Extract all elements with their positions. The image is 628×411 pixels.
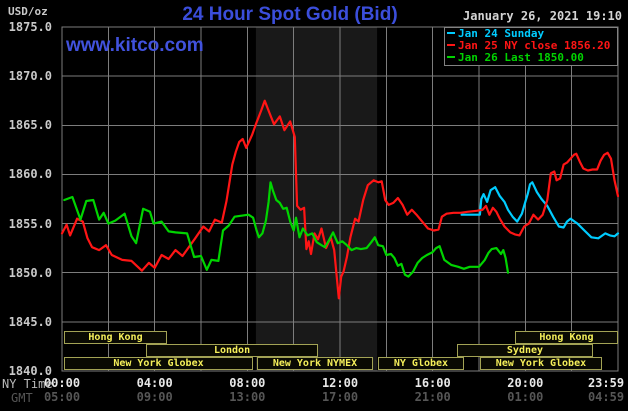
ny-time-axis-label: NY Time xyxy=(2,377,53,391)
chart-datetime: January 26, 2021 19:10 xyxy=(463,9,622,23)
session-box-ny-globex: NY Globex xyxy=(377,357,464,370)
legend-label: Jan 25 NY close 1856.20 xyxy=(458,39,611,52)
legend-item-jan24: Jan 24 Sunday xyxy=(447,28,617,40)
x-axis-ny-time-label: 20:00 xyxy=(507,376,544,390)
y-axis-tick-label: 1850.0 xyxy=(8,265,52,280)
x-axis-ny-time-label: 16:00 xyxy=(414,376,451,390)
series-line-jan25 xyxy=(60,99,620,300)
legend-line-swatch-cyan xyxy=(447,32,455,34)
y-axis-tick-label: 1865.0 xyxy=(8,118,52,133)
legend-label: Jan 26 Last 1850.00 xyxy=(458,51,584,64)
page-title: 24 Hour Spot Gold (Bid) xyxy=(182,4,398,25)
y-axis-tick-label: 1875.0 xyxy=(8,20,52,34)
y-axis-tick-label: 1855.0 xyxy=(8,216,52,231)
legend-line-swatch-green xyxy=(447,56,455,58)
x-axis-gmt-label: 09:00 xyxy=(136,390,173,404)
y-axis-tick-label: 1845.0 xyxy=(8,314,52,329)
session-box-london: London xyxy=(146,344,318,357)
x-axis-gmt-label: 17:00 xyxy=(321,390,359,404)
x-axis-ny-time-label: 00:00 xyxy=(43,376,81,390)
session-box-hong-kong: Hong Kong xyxy=(64,331,167,344)
session-box-new-york-globex: New York Globex xyxy=(64,357,253,370)
legend-item-jan25: Jan 25 NY close 1856.20 xyxy=(447,40,617,52)
plot-border xyxy=(61,26,619,372)
kitco-watermark-link[interactable]: www.kitco.com xyxy=(66,35,204,56)
y-axis-tick-label: 1840.0 xyxy=(8,364,52,378)
x-axis-gmt-label: 05:00 xyxy=(43,390,81,404)
gmt-axis-label: GMT xyxy=(11,391,33,405)
x-axis-ny-time-label: 04:00 xyxy=(136,376,173,390)
legend-label: Jan 24 Sunday xyxy=(458,27,545,40)
session-box-hong-kong: Hong Kong xyxy=(514,331,618,344)
session-box-new-york-nymex: New York NYMEX xyxy=(257,357,373,370)
y-axis-tick-label: 1870.0 xyxy=(8,69,52,84)
x-axis-ny-time-label: 23:59 xyxy=(587,376,625,390)
session-box-new-york-globex: New York Globex xyxy=(479,357,602,370)
x-axis-gmt-label: 04:59 xyxy=(587,390,625,404)
x-axis-ny-time-label: 12:00 xyxy=(321,376,359,390)
x-axis-gmt-label: 21:00 xyxy=(414,390,451,404)
nymex-session-band xyxy=(255,27,378,371)
session-box-sydney: Sydney xyxy=(456,344,593,357)
x-axis-gmt-label: 13:00 xyxy=(229,390,266,404)
legend: Jan 24 Sunday Jan 25 NY close 1856.20 Ja… xyxy=(444,27,618,66)
series-line-jan26 xyxy=(63,181,510,278)
x-axis-gmt-label: 01:00 xyxy=(507,390,544,404)
y-axis-unit-label: USD/oz xyxy=(8,5,48,18)
y-axis-tick-label: 1860.0 xyxy=(8,167,52,182)
legend-line-swatch-red xyxy=(447,44,455,46)
x-axis-ny-time-label: 08:00 xyxy=(229,376,266,390)
series-line-jan24 xyxy=(460,181,620,240)
legend-item-jan26: Jan 26 Last 1850.00 xyxy=(447,52,617,64)
